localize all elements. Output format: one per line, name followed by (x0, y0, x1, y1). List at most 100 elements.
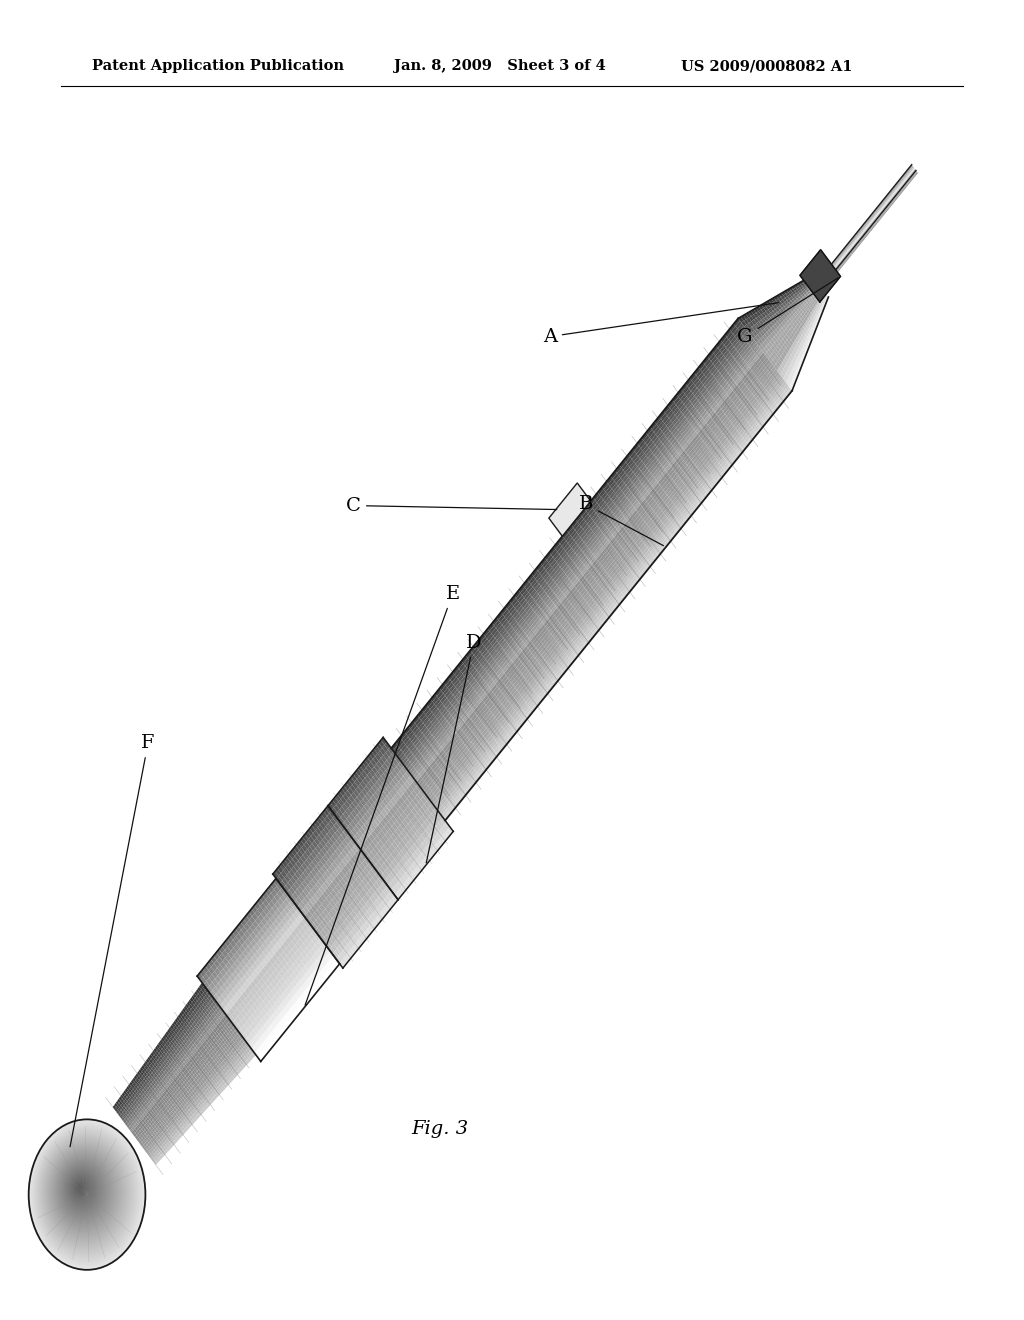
Polygon shape (442, 833, 449, 840)
Polygon shape (188, 1069, 191, 1074)
Polygon shape (243, 957, 249, 965)
Polygon shape (197, 1064, 201, 1069)
Polygon shape (435, 711, 441, 719)
Polygon shape (138, 1089, 141, 1094)
Polygon shape (352, 917, 357, 925)
Polygon shape (803, 352, 806, 359)
Polygon shape (346, 898, 351, 906)
Polygon shape (419, 800, 424, 807)
Polygon shape (188, 1032, 193, 1038)
Polygon shape (143, 1134, 146, 1138)
Polygon shape (527, 653, 534, 661)
Polygon shape (266, 1044, 271, 1051)
Polygon shape (135, 1098, 138, 1102)
Polygon shape (303, 940, 309, 948)
Polygon shape (458, 776, 464, 784)
Polygon shape (706, 371, 712, 379)
Polygon shape (298, 875, 304, 883)
Polygon shape (703, 356, 710, 364)
Polygon shape (263, 998, 269, 1006)
Polygon shape (813, 304, 816, 308)
Polygon shape (240, 1002, 246, 1010)
Polygon shape (213, 1090, 217, 1096)
Polygon shape (904, 166, 914, 180)
Polygon shape (806, 289, 809, 293)
Polygon shape (236, 1024, 242, 1031)
Polygon shape (518, 595, 524, 603)
Polygon shape (378, 841, 384, 847)
Polygon shape (409, 793, 415, 800)
Polygon shape (791, 346, 794, 352)
Polygon shape (326, 824, 332, 832)
Polygon shape (273, 928, 280, 936)
Polygon shape (485, 733, 492, 741)
Polygon shape (745, 313, 751, 318)
Polygon shape (728, 345, 734, 352)
Polygon shape (172, 1039, 175, 1044)
Polygon shape (180, 1043, 184, 1048)
Polygon shape (479, 680, 485, 688)
Polygon shape (377, 833, 383, 841)
Polygon shape (660, 525, 667, 533)
Polygon shape (324, 826, 330, 834)
Polygon shape (174, 1088, 177, 1092)
Polygon shape (194, 1093, 197, 1098)
Polygon shape (210, 1078, 214, 1084)
Polygon shape (501, 640, 507, 648)
Polygon shape (604, 586, 610, 594)
Circle shape (54, 1154, 113, 1229)
Polygon shape (785, 321, 790, 326)
Polygon shape (759, 408, 765, 416)
Polygon shape (214, 968, 220, 975)
Polygon shape (127, 1123, 130, 1127)
Polygon shape (614, 521, 621, 529)
Polygon shape (805, 331, 809, 337)
Polygon shape (310, 956, 316, 964)
Polygon shape (662, 506, 668, 513)
Polygon shape (318, 953, 325, 961)
Polygon shape (321, 929, 327, 937)
Polygon shape (810, 285, 813, 289)
Polygon shape (667, 490, 673, 498)
Polygon shape (206, 1010, 209, 1015)
Polygon shape (457, 774, 463, 781)
Polygon shape (182, 1125, 186, 1129)
Polygon shape (435, 734, 441, 742)
Polygon shape (756, 317, 761, 322)
Polygon shape (324, 845, 330, 851)
Polygon shape (371, 830, 377, 838)
Polygon shape (582, 590, 588, 598)
Polygon shape (736, 389, 742, 397)
Polygon shape (124, 1100, 127, 1104)
Polygon shape (812, 317, 815, 322)
Polygon shape (588, 508, 594, 516)
Polygon shape (184, 1011, 188, 1015)
Polygon shape (779, 309, 783, 313)
Polygon shape (251, 1045, 257, 1053)
Polygon shape (788, 374, 793, 380)
Polygon shape (165, 1113, 168, 1117)
Polygon shape (430, 783, 436, 791)
Polygon shape (813, 285, 816, 288)
Polygon shape (643, 436, 649, 444)
Polygon shape (682, 396, 688, 404)
Polygon shape (758, 338, 763, 345)
Polygon shape (729, 323, 735, 331)
Polygon shape (454, 735, 460, 743)
Polygon shape (767, 397, 773, 405)
Polygon shape (199, 1067, 203, 1072)
Polygon shape (524, 694, 530, 702)
Polygon shape (523, 626, 529, 634)
Polygon shape (142, 1144, 145, 1148)
Polygon shape (694, 446, 700, 454)
Polygon shape (452, 789, 458, 797)
Polygon shape (150, 1084, 153, 1089)
Polygon shape (518, 642, 524, 649)
Polygon shape (588, 634, 595, 642)
Polygon shape (237, 998, 243, 1006)
Polygon shape (577, 560, 583, 568)
Polygon shape (725, 454, 731, 462)
Polygon shape (579, 609, 585, 616)
Polygon shape (355, 787, 361, 795)
Polygon shape (211, 956, 217, 964)
